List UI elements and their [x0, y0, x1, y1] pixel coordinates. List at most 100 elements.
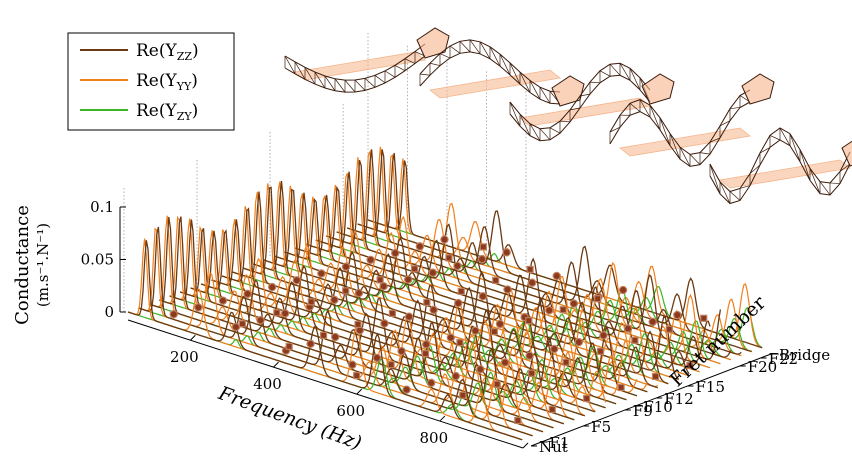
trace-line	[346, 146, 742, 357]
mode-square-marker	[700, 314, 708, 322]
mode-circle-marker	[231, 322, 241, 332]
traces-group	[127, 146, 763, 441]
mode-circle-marker	[453, 261, 462, 271]
mode-shape-mesh	[779, 127, 791, 146]
mode-shape-mesh	[489, 46, 501, 67]
mode-shape-mesh	[689, 154, 701, 165]
legend: Re(YZZ) Re(YYY) Re(YZY)	[67, 32, 235, 131]
y-tick-label: F1	[549, 434, 569, 452]
mode-circle-marker	[194, 303, 203, 312]
mode-shape-mesh	[629, 102, 641, 112]
mode-shape-mesh	[559, 120, 571, 123]
mode-circle-marker	[397, 346, 406, 356]
mode-circle-marker	[218, 296, 228, 305]
mode-shape-thumbnail	[419, 39, 585, 107]
mode-shape-mesh	[429, 62, 441, 66]
z-tick-label: 0.05	[81, 251, 114, 269]
mode-circle-marker	[243, 289, 252, 299]
mode-square-marker	[492, 276, 500, 285]
mode-circle-marker	[366, 255, 375, 265]
mode-shape-plate	[294, 51, 426, 81]
mode-circle-marker	[402, 385, 411, 394]
mode-square-marker	[445, 254, 453, 262]
trace-line	[190, 230, 585, 417]
mode-shape-mesh	[749, 164, 761, 174]
mode-square-marker	[423, 298, 431, 306]
mode-shape-mesh	[809, 168, 821, 194]
mode-square-marker	[354, 320, 362, 328]
mode-circle-marker	[503, 285, 512, 294]
mode-shape-mesh	[649, 104, 661, 130]
mode-square-marker	[493, 380, 501, 388]
mode-shape-mesh	[729, 191, 741, 201]
mode-shape-plate	[619, 127, 751, 157]
trace-line	[159, 216, 554, 429]
mode-shape-mesh	[449, 45, 461, 54]
z-tick-label: 0	[104, 303, 114, 321]
mode-circle-marker	[330, 295, 339, 305]
trace-line	[346, 149, 742, 355]
mode-shape-mesh	[334, 78, 346, 93]
mode-shape-mesh	[479, 41, 491, 59]
mode-shape-mesh	[629, 68, 641, 90]
z-axis-unit: (m.s⁻¹.N⁻¹)	[34, 223, 52, 307]
mode-shape-mesh	[759, 147, 771, 154]
mode-shape-mesh	[679, 147, 691, 167]
x-tick-mark	[273, 361, 279, 368]
mode-shapes-group	[284, 27, 852, 205]
mode-circle-marker	[454, 298, 463, 308]
mode-shape-mesh	[569, 107, 581, 111]
mode-circle-marker	[623, 324, 633, 333]
mode-shape-mesh	[304, 67, 316, 85]
mode-shape-mesh	[739, 185, 751, 189]
mode-square-marker	[479, 243, 487, 251]
mode-circle-marker	[545, 306, 554, 315]
trace-line	[148, 217, 544, 433]
mode-circle-marker	[372, 353, 382, 363]
mode-shape-mesh	[354, 79, 366, 91]
legend-label-yy: Re(YYY)	[136, 71, 198, 93]
mode-shape-mesh	[519, 114, 531, 136]
trace-line	[180, 228, 575, 421]
mode-square-marker	[525, 317, 533, 325]
trace-line	[169, 219, 565, 425]
mode-circle-marker	[478, 292, 488, 301]
x-tick-label: 600	[336, 402, 365, 420]
mode-square-marker	[526, 265, 534, 274]
mode-shape-mesh	[324, 75, 336, 91]
z-tick-label: 0.1	[90, 198, 114, 216]
mode-circle-marker	[574, 337, 584, 347]
mode-circle-marker	[169, 310, 178, 319]
y-axis-line	[530, 353, 772, 447]
mode-square-marker	[342, 287, 350, 295]
x-tick-mark	[439, 415, 446, 422]
mode-shape-mesh	[509, 62, 521, 85]
mode-circle-marker	[476, 365, 485, 374]
trace-line	[294, 194, 690, 375]
mode-circle-marker	[341, 262, 351, 271]
mode-circle-marker	[550, 344, 559, 354]
mode-circle-marker	[348, 360, 357, 369]
mode-shape-head	[841, 140, 852, 167]
legend-label-zy: Re(YZY)	[136, 101, 198, 123]
mode-square-marker	[410, 265, 419, 273]
trace-line	[127, 238, 523, 441]
mode-shape-mesh	[789, 133, 801, 162]
mode-circle-marker	[306, 339, 315, 349]
mode-circle-marker	[404, 312, 414, 321]
mode-shape-mesh	[609, 126, 621, 133]
mode-circle-marker	[354, 288, 364, 298]
mode-circle-marker	[477, 254, 487, 264]
mode-shape-mesh	[639, 99, 651, 118]
trace-line	[138, 226, 533, 437]
mode-shape-head	[416, 27, 450, 59]
y-tick-label: F10	[643, 398, 673, 416]
x-tick-label: 200	[170, 348, 199, 366]
mode-shape-mesh	[609, 63, 621, 76]
x-tick-mark	[190, 334, 196, 341]
mode-shape-mesh	[529, 80, 541, 100]
mode-circle-marker	[569, 299, 579, 308]
mode-shape-mesh	[589, 81, 601, 84]
mode-shape-mesh	[344, 79, 356, 93]
mode-square-marker	[596, 347, 605, 355]
